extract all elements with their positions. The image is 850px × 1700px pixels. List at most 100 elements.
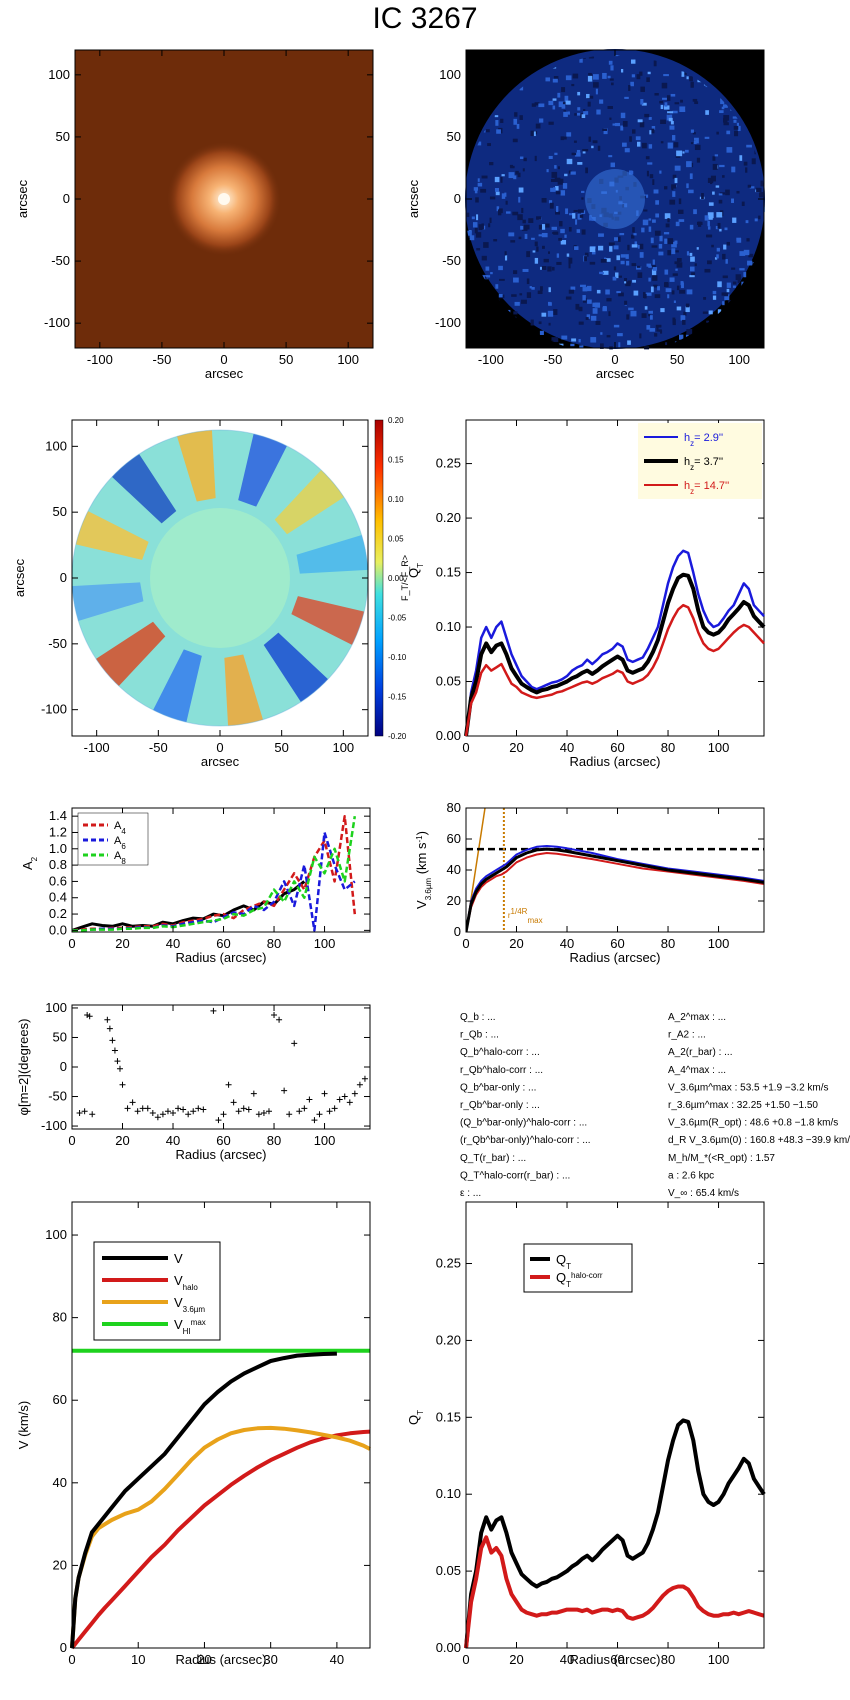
speckle xyxy=(620,254,626,258)
speckle xyxy=(592,82,599,88)
speckle xyxy=(689,252,693,256)
param-right: r_3.6µm^max : 32.25 +1.50 −1.50 xyxy=(668,1100,818,1111)
speckle xyxy=(562,183,568,189)
phase-point xyxy=(111,1047,118,1054)
speckle xyxy=(719,164,725,168)
speckle xyxy=(571,152,577,156)
speckle xyxy=(538,224,542,230)
speckle xyxy=(577,107,581,111)
speckle xyxy=(521,207,524,213)
speckle xyxy=(558,101,564,108)
speckle xyxy=(754,218,758,222)
phase-point xyxy=(119,1081,126,1088)
speckle xyxy=(617,236,621,242)
speckle xyxy=(522,268,529,272)
speckle xyxy=(666,95,671,101)
speckle xyxy=(610,162,616,168)
speckle xyxy=(643,209,648,212)
speckle xyxy=(570,286,576,290)
speckle xyxy=(637,272,643,278)
speckle xyxy=(657,286,660,291)
speckle xyxy=(494,115,499,118)
speckle xyxy=(581,229,586,235)
speckle xyxy=(518,196,521,203)
speckle xyxy=(510,240,516,243)
speckle xyxy=(602,307,607,312)
x-tick-label: 80 xyxy=(661,740,675,755)
speckle xyxy=(726,282,731,288)
phase-point xyxy=(230,1099,237,1106)
speckle xyxy=(585,317,589,320)
speckle xyxy=(639,71,643,76)
speckle xyxy=(489,161,494,166)
param-right: V_3.6µm(R_opt) : 48.6 +0.8 −1.8 km/s xyxy=(668,1118,838,1129)
speckle xyxy=(643,194,649,198)
speckle xyxy=(715,185,720,188)
speckle xyxy=(599,99,604,104)
speckle xyxy=(513,175,517,180)
speckle xyxy=(600,258,607,263)
speckle xyxy=(663,232,670,235)
phase-point xyxy=(326,1108,333,1115)
speckle xyxy=(704,268,711,273)
speckle xyxy=(519,85,524,91)
speckle xyxy=(547,310,554,317)
speckle xyxy=(692,132,696,135)
speckle xyxy=(652,267,658,271)
speckle xyxy=(575,219,578,225)
speckle xyxy=(498,265,503,271)
speckle xyxy=(487,143,492,147)
speckle xyxy=(537,290,543,295)
y-tick-label: 0.15 xyxy=(436,1409,461,1424)
speckle xyxy=(534,257,539,264)
speckle xyxy=(565,100,571,105)
speckle xyxy=(680,99,683,103)
speckle xyxy=(652,259,655,265)
x-tick-label: 100 xyxy=(314,1133,336,1148)
speckle xyxy=(617,333,623,337)
phase-point xyxy=(321,1090,328,1097)
speckle xyxy=(689,173,693,180)
speckle xyxy=(679,106,686,113)
speckle xyxy=(547,266,552,272)
speckle xyxy=(522,168,525,172)
speckle xyxy=(736,190,740,194)
speckle xyxy=(737,278,741,284)
speckle xyxy=(723,122,729,126)
speckle xyxy=(624,96,629,99)
y-tick-label: 100 xyxy=(45,1000,67,1015)
speckle xyxy=(561,136,567,140)
x-tick-label: 50 xyxy=(274,740,288,755)
phase-point xyxy=(276,1016,283,1023)
phase-point xyxy=(296,1108,303,1115)
speckle xyxy=(706,234,711,237)
x-tick-label: 100 xyxy=(337,352,359,367)
speckle xyxy=(620,125,624,131)
speckle xyxy=(628,307,634,311)
speckle xyxy=(665,288,672,293)
speckle xyxy=(481,255,487,261)
speckle xyxy=(609,78,614,81)
y-tick-label: -100 xyxy=(41,1118,67,1133)
speckle xyxy=(632,279,637,283)
speckle xyxy=(511,294,517,297)
speckle xyxy=(669,125,675,130)
speckle xyxy=(667,294,670,299)
force-wedge xyxy=(173,430,216,502)
speckle xyxy=(472,222,478,228)
speckle xyxy=(531,237,535,240)
speckle xyxy=(534,155,537,162)
speckle xyxy=(718,199,723,204)
speckle xyxy=(620,68,624,73)
legend-label: hz= 2.9'' xyxy=(684,432,723,448)
speckle xyxy=(582,287,588,292)
speckle xyxy=(556,261,562,265)
x-tick-label: 100 xyxy=(728,352,750,367)
y-tick-label: 0 xyxy=(60,570,67,585)
speckle xyxy=(655,324,662,328)
speckle xyxy=(712,191,715,195)
speckle xyxy=(581,114,586,119)
speckle xyxy=(543,258,549,263)
velocity-series-line xyxy=(70,1429,371,1650)
speckle xyxy=(648,218,652,221)
